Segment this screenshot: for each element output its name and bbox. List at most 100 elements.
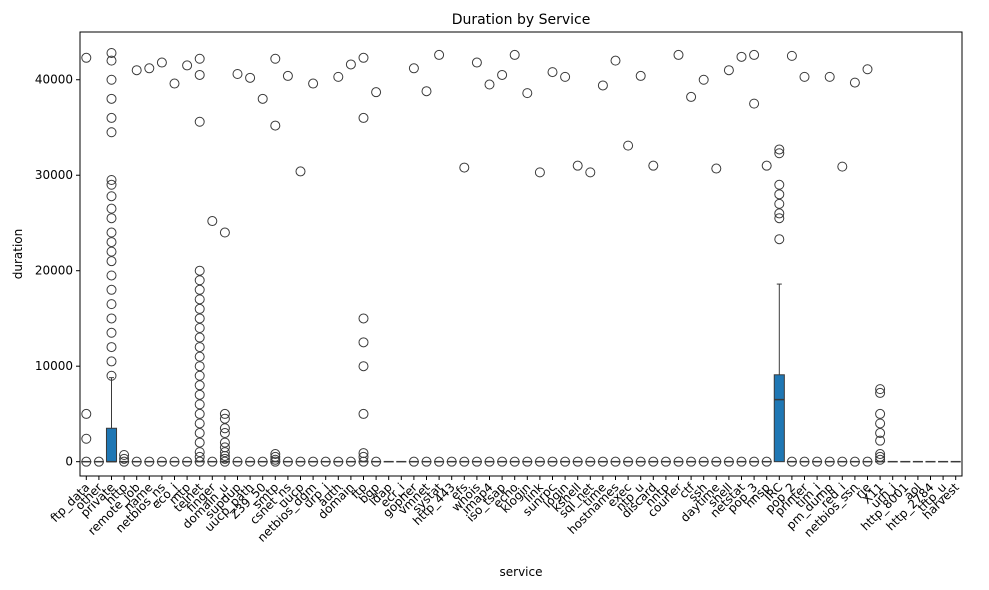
outlier-point: [875, 451, 886, 462]
outlier-point: [106, 74, 117, 85]
outlier-point: [358, 408, 369, 419]
plot-frame: [79, 31, 963, 477]
outlier-point: [245, 72, 256, 83]
outlier-point: [761, 456, 772, 467]
outlier-point: [106, 313, 117, 324]
outlier-point: [219, 413, 230, 424]
outlier-point: [169, 78, 180, 89]
outlier-point: [862, 64, 873, 75]
outlier-point: [245, 456, 256, 467]
outlier-point: [799, 456, 810, 467]
outlier-point: [560, 71, 571, 82]
outlier-point: [421, 86, 432, 97]
outlier-point: [106, 93, 117, 104]
outlier-point: [333, 71, 344, 82]
outlier-point: [497, 456, 508, 467]
outlier-point: [282, 456, 293, 467]
outlier-point: [673, 456, 684, 467]
outlier-point: [421, 456, 432, 467]
outlier-point: [824, 456, 835, 467]
outlier-point: [93, 456, 104, 467]
outlier-point: [736, 456, 747, 467]
y-tick-label: 40000: [35, 73, 73, 87]
outlier-point: [648, 456, 659, 467]
outlier-point: [837, 161, 848, 172]
outlier-point: [270, 53, 281, 64]
outlier-point: [106, 284, 117, 295]
outlier-point: [106, 127, 117, 138]
outlier-point: [509, 49, 520, 60]
outlier-point: [698, 456, 709, 467]
outlier-point: [471, 456, 482, 467]
outlier-point: [862, 456, 873, 467]
outlier-point: [106, 256, 117, 267]
outlier-point: [194, 437, 205, 448]
outlier-point: [572, 456, 583, 467]
outlier-point: [358, 361, 369, 372]
outlier-point: [509, 456, 520, 467]
outlier-point: [358, 337, 369, 348]
outlier-point: [635, 456, 646, 467]
outlier-point: [320, 456, 331, 467]
outlier-point: [723, 65, 734, 76]
outlier-point: [194, 399, 205, 410]
outlier-point: [635, 70, 646, 81]
outlier-point: [106, 356, 117, 367]
outlier-point: [560, 456, 571, 467]
outlier-point: [194, 370, 205, 381]
outlier-point: [585, 167, 596, 178]
outlier-point: [774, 234, 785, 245]
outlier-point: [194, 380, 205, 391]
outlier-point: [270, 454, 281, 465]
outlier-point: [610, 55, 621, 66]
outlier-point: [194, 428, 205, 439]
outlier-point: [194, 275, 205, 286]
outlier-point: [434, 456, 445, 467]
outlier-point: [358, 52, 369, 63]
outlier-point: [106, 213, 117, 224]
outlier-point: [522, 88, 533, 99]
outlier-point: [106, 270, 117, 281]
outlier-point: [194, 116, 205, 127]
outlier-point: [358, 313, 369, 324]
outlier-point: [81, 52, 92, 63]
outlier-point: [358, 112, 369, 123]
outlier-point: [194, 351, 205, 362]
outlier-point: [875, 454, 886, 465]
outlier-point: [484, 79, 495, 90]
outlier-point: [786, 456, 797, 467]
outlier-point: [774, 189, 785, 200]
outlier-point: [875, 408, 886, 419]
y-tick-label: 30000: [35, 168, 73, 182]
outlier-point: [194, 342, 205, 353]
outlier-point: [81, 433, 92, 444]
outlier-point: [774, 208, 785, 219]
outlier-point: [194, 418, 205, 429]
outlier-point: [749, 456, 760, 467]
outlier-point: [345, 456, 356, 467]
outlier-point: [371, 456, 382, 467]
outlier-point: [408, 63, 419, 74]
outlier-point: [106, 237, 117, 248]
outlier-point: [522, 456, 533, 467]
outlier-point: [106, 191, 117, 202]
outlier-point: [169, 456, 180, 467]
y-axis-label: duration: [11, 229, 25, 280]
outlier-point: [698, 74, 709, 85]
outlier-point: [194, 313, 205, 324]
outlier-point: [736, 51, 747, 62]
outlier-point: [194, 332, 205, 343]
outlier-point: [660, 456, 671, 467]
outlier-point: [673, 49, 684, 60]
outlier-point: [106, 327, 117, 338]
outlier-point: [106, 370, 117, 381]
outlier-point: [106, 246, 117, 257]
outlier-point: [81, 456, 92, 467]
outlier-point: [547, 456, 558, 467]
outlier-point: [194, 447, 205, 458]
outlier-point: [875, 449, 886, 460]
outlier-point: [131, 65, 142, 76]
outlier-point: [774, 179, 785, 190]
outlier-point: [156, 456, 167, 467]
